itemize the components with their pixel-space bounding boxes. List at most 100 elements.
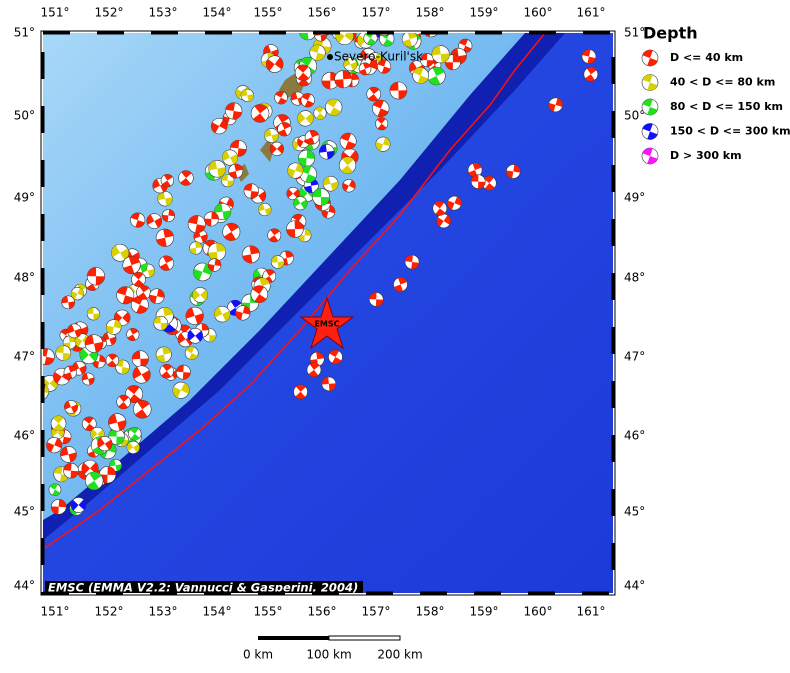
beachball — [160, 173, 174, 188]
scale-label: 0 km — [243, 648, 273, 662]
beachball-quadrant — [108, 428, 125, 445]
beachball-quadrant — [380, 0, 397, 5]
beachball — [161, 209, 175, 223]
beachball-quadrant — [376, 117, 387, 130]
beachball-quadrant — [343, 58, 358, 71]
beachball-quadrant — [126, 442, 140, 453]
beachball — [0, 421, 8, 438]
beachball — [343, 57, 358, 72]
beachball-bg — [15, 456, 32, 473]
beachball — [375, 33, 393, 37]
beachball-quadrant — [228, 164, 243, 179]
lon-label-bottom: 151° — [41, 605, 70, 619]
beachball-quadrant — [268, 228, 280, 242]
beachball — [372, 99, 390, 118]
beachball-quadrant — [204, 211, 219, 227]
scale-labels: 0 km 100 km 200 km — [243, 648, 423, 662]
beachball — [389, 81, 408, 100]
beachball — [23, 486, 42, 505]
legend-label: D > 300 km — [670, 149, 742, 162]
beachball — [548, 97, 563, 113]
beachball-quadrant — [10, 393, 29, 412]
beachball — [287, 162, 304, 179]
beachball-quadrant — [176, 365, 191, 380]
legend: Depth D <= 40 km 40 < D <= 80 km 80 < D <=… — [641, 24, 790, 165]
beachball — [136, 285, 151, 300]
lon-label-bottom: 153° — [149, 605, 178, 619]
beachball-quadrant — [72, 361, 87, 375]
beachball-quadrant — [340, 133, 356, 150]
beachball-quadrant — [436, 215, 451, 227]
beachball — [432, 201, 448, 216]
beachball-quadrant — [75, 334, 90, 347]
beachball-quadrant — [159, 255, 173, 271]
beachball-quadrant — [64, 401, 78, 413]
beachball-quadrant — [61, 295, 75, 309]
lat-label-left: 49° — [14, 191, 35, 205]
beachball — [412, 67, 429, 84]
beachball — [97, 436, 113, 452]
beachball-quadrant — [134, 400, 150, 419]
beachball-quadrant — [87, 307, 100, 321]
beachball — [116, 394, 131, 410]
lon-label-bottom: 161° — [577, 605, 606, 619]
beachball-quadrant — [335, 33, 354, 44]
beachball — [420, 53, 434, 67]
beachball — [130, 212, 146, 228]
beachball — [158, 255, 174, 271]
beachball-quadrant — [468, 163, 482, 178]
beachball-bg — [10, 393, 29, 412]
beachball-quadrant — [321, 376, 336, 391]
beachball-quadrant — [300, 165, 317, 183]
beachball — [422, 33, 440, 38]
beachball — [447, 195, 462, 211]
beachball — [338, 156, 357, 174]
beachball — [175, 364, 191, 380]
beachball-quadrant — [642, 99, 658, 115]
lon-label-top: 156° — [308, 6, 337, 20]
beachball — [235, 305, 251, 321]
beachball-quadrant — [51, 427, 64, 438]
beachball — [50, 498, 67, 515]
beachball-quadrant — [258, 203, 272, 216]
beachball — [131, 350, 149, 368]
beachball — [298, 149, 316, 167]
beachball-quadrant — [127, 328, 139, 341]
beachball — [297, 110, 314, 127]
beachball-quadrant — [60, 446, 77, 463]
beachball-quadrant — [377, 59, 391, 74]
beachball-quadrant — [299, 33, 316, 40]
beachball-quadrant — [297, 112, 314, 125]
beachball-quadrant — [293, 197, 308, 209]
beachball-quadrant — [133, 272, 144, 287]
beachball — [321, 376, 337, 392]
beachball-quadrant — [208, 160, 226, 178]
beachball-quadrant — [297, 64, 310, 81]
beachball — [240, 88, 254, 102]
beachball — [641, 123, 659, 140]
beachball — [70, 287, 85, 301]
beachball-quadrant — [118, 395, 129, 409]
beachball-quadrant — [389, 82, 407, 100]
beachball-quadrant — [71, 287, 84, 300]
beachball-quadrant — [266, 57, 284, 71]
beachball — [221, 149, 239, 166]
beachball — [277, 122, 292, 137]
beachball-quadrant — [434, 201, 446, 216]
beachball — [126, 328, 140, 341]
beachball — [294, 64, 312, 81]
beachball — [192, 287, 209, 303]
beachball-quadrant — [329, 350, 342, 364]
lat-label-right: 47° — [624, 350, 645, 364]
beachball — [334, 70, 353, 89]
beachball — [132, 365, 151, 384]
beachball-quadrant — [71, 499, 87, 511]
beachball — [225, 102, 243, 120]
beachball-quadrant — [321, 72, 339, 90]
beachball — [258, 202, 272, 217]
beachball — [306, 362, 322, 378]
beachball — [4, 452, 28, 476]
legend-label: 150 < D <= 300 km — [670, 125, 790, 138]
lon-label-bottom: 155° — [254, 605, 283, 619]
beachball-quadrant — [180, 170, 192, 186]
